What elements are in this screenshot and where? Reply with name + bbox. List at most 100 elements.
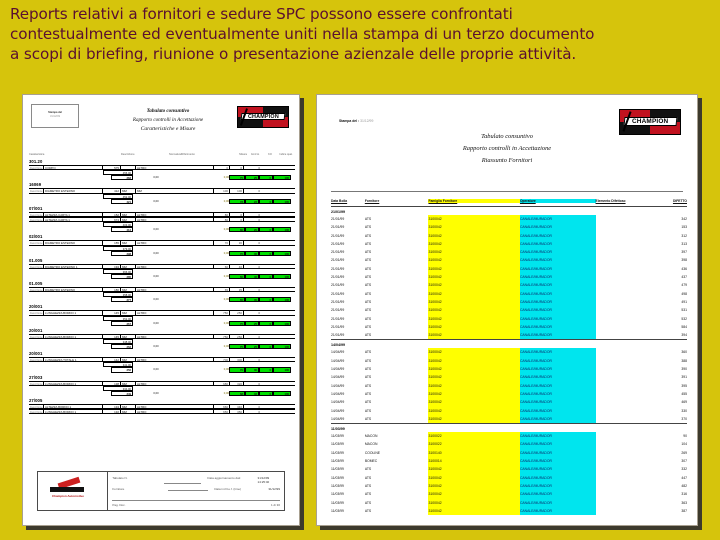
cell-famiglia-fornitore: 3100042 [428, 356, 520, 366]
cell-operatore: CANALE/MURADOR [519, 256, 596, 265]
right-table-row[interactable]: 21/01/99 ATS 3100042 CANALE/MURADOR 479 [331, 281, 687, 290]
right-table-row[interactable]: 21/01/99 ATS 3100042 CANALE/MURADOR 342 [331, 215, 687, 224]
cell-elemento-difettoso [596, 449, 660, 457]
right-table-row[interactable]: 21/01/99 ATS 3100042 CANALE/MURADOR 437 [331, 273, 687, 282]
total-mid-1: 0,00 [153, 274, 159, 278]
left-table-row[interactable]: Descrizione LUNGHEZZA BORDO 1 138 MM ALTRO 68… [29, 380, 295, 386]
row-measure-2: 0 [229, 166, 243, 170]
right-table-row[interactable]: 21/01/99 ATS 3100042 CANALE/MURADOR 532 [331, 314, 687, 323]
cell-famiglia-fornitore: 3100042 [428, 389, 520, 399]
row-measure-2: 100 [229, 189, 243, 193]
right-table-row[interactable]: 21/01/99 ATS 3100042 CANALE/MURADOR 397 [331, 248, 687, 257]
footer-page-row: Pag. Doc. 1 di 30 [112, 500, 280, 507]
right-table-row[interactable]: 14/04/99 ATS 3100042 CANALE/MURADOR 390 [331, 365, 687, 374]
right-table-row[interactable]: 14/04/99 ATS 3100042 CANALE/MURADOR 391 [331, 373, 687, 382]
left-table-row[interactable]: Descrizione LUNGHEZZA TOTALE 1 142 MM ALTRO 7… [29, 357, 295, 363]
row-value: 152 [103, 212, 121, 216]
left-table-row[interactable]: Descrizione DIAMETRO ESTERNO 155 MM ALTRO 70 3… [29, 240, 295, 246]
left-group-list: 301.20 Descrizione CORPO 575 ALTRO 0 0 0 456,00 3… [29, 157, 295, 415]
row-measure-3: 0 [243, 410, 261, 414]
total-mid-1: 0,00 [153, 368, 159, 372]
right-table-row[interactable]: 21/01/99 ATS 3100042 CANALE/MURADOR 584 [331, 322, 687, 332]
right-table-row[interactable]: 14/04/99 ATS 3100042 CANALE/MURADOR 395 [331, 381, 687, 390]
right-table-row[interactable]: 11/03/99 ATS 3100042 CANALE/MURADOR 316 [331, 490, 687, 499]
right-table-row[interactable]: 21/01/99 ATS 3100042 CANALE/MURADOR 531 [331, 306, 687, 315]
cell-data-bolla: 11/03/99 [331, 442, 344, 447]
left-table-row[interactable]: Descrizione LUNGHEZZA BORDO 1 132 MM ALTRO 65… [29, 409, 295, 415]
right-table-row[interactable]: 11/03/99 ATS 3100042 CANALE/MURADOR 387 [331, 506, 687, 516]
cell-difetto: 387 [681, 508, 687, 513]
right-table-row[interactable]: 14/04/99 ATS 3100042 CANALE/MURADOR 388 [331, 356, 687, 366]
cell-difetto: 437 [681, 275, 687, 280]
right-table-row[interactable]: 21/01/99 ATS 3100042 CANALE/MURADOR 491 [331, 297, 687, 307]
right-table-row[interactable]: 21/01/99 ATS 3100042 CANALE/MURADOR 398 [331, 256, 687, 265]
cell-data-bolla: 11/03/99 [331, 483, 344, 488]
right-table-row[interactable]: 11/03/99 ATS 3100042 CANALE/MURADOR 447 [331, 473, 687, 482]
right-table-row[interactable]: 11/03/99 ATS 3100042 CANALE/MURADOR 332 [331, 465, 687, 474]
total-mid-1: 0,00 [153, 228, 159, 232]
right-table-row[interactable]: 21/01/99 ATS 3100042 CANALE/MURADOR 498 [331, 289, 687, 298]
right-table-row[interactable]: 14/04/99 ATS 3100042 CANALE/MURADOR 330 [331, 406, 687, 415]
left-table-row[interactable]: Descrizione ALTEZZA CARTA 1 152 MM ALTRO 80 0 0 [29, 211, 295, 217]
cell-difetto: 455 [681, 391, 687, 396]
left-table-row[interactable]: Descrizione LUNGHEZZA BORDO 1 145 MM ALTRO 75… [29, 310, 295, 316]
left-total-row: 383 0,00 0,00 75 25 0 100 [29, 175, 295, 181]
total-green-3: 0 [259, 175, 273, 181]
right-table-row[interactable]: 11/03/99 ATS 3100042 CANALE/MURADOR 482 [331, 481, 687, 491]
row-measure-1: 680 [213, 381, 229, 385]
right-table-row[interactable]: 11/03/99 ATS 3100042 CANALE/MURADOR 363 [331, 498, 687, 507]
subtotal-value: 358,00 [103, 292, 133, 298]
cell-famiglia-fornitore: 3100042 [428, 314, 520, 323]
left-total-row: 377 0,00 0,00 65 35 0 100 [29, 297, 295, 303]
right-table-row[interactable]: 11/03/99 MACON 3100022 CANALE/MURADOR 104 [331, 440, 687, 449]
row-measure-2: 35 [229, 288, 243, 292]
row-label: Descrizione [30, 242, 43, 245]
left-table-row[interactable]: Descrizione DIAMETRO ESTERNO 412 MM MM 100 100… [29, 188, 295, 194]
right-table-row[interactable]: 11/03/99 COOLINE 3100140 CANALE/MURADOR 269 [331, 448, 687, 458]
right-table-row[interactable]: 21/01/99 ATS 3100042 CANALE/MURADOR 394 [331, 331, 687, 340]
right-document-page[interactable]: Stampa del : 31/12/99 Tabulato consuntiv… [316, 94, 698, 526]
footer-field-1-line [164, 476, 202, 484]
cell-famiglia-fornitore: 3100042 [428, 490, 520, 499]
left-subtotal-row: 456,00 [29, 170, 295, 176]
left-group-code: 01.005 [29, 257, 43, 263]
cell-elemento-difettoso [596, 440, 660, 448]
row-unit: MM [122, 410, 127, 414]
right-table-row[interactable]: 14/04/99 ATS 3100042 CANALE/MURADOR 370 [331, 414, 687, 424]
right-table-row[interactable]: 14/04/99 ATS 3100042 CANALE/MURADOR 360 [331, 348, 687, 357]
cell-famiglia-fornitore: 3100042 [428, 306, 520, 315]
cell-data-bolla: 21/01/99 [331, 233, 345, 238]
heading-line-2: contestualmente ed eventualmente uniti n… [10, 25, 595, 44]
cell-operatore: CANALE/MURADOR [519, 231, 596, 240]
left-table-row[interactable]: Descrizione DIAMETRO ESTERNO 180 MM ALTRO 65 3… [29, 287, 295, 293]
right-table-row[interactable]: 11/03/99 MACON 3100022 CANALE/MURADOR 90 [331, 432, 687, 441]
left-table-row[interactable]: Descrizione DIAMETRO ESTERNO 1 194 MM ALTRO 6… [29, 263, 295, 269]
row-measure-3: 0 [243, 189, 261, 193]
right-table-row[interactable]: 21/01/99 ATS 3100042 CANALE/MURADOR 313 [331, 239, 687, 249]
cell-data-bolla: 21/01/99 [331, 324, 345, 329]
cell-fornitore: ATS [364, 467, 372, 472]
right-table-row[interactable]: 14/04/99 ATS 3100042 CANALE/MURADOR 469 [331, 398, 687, 407]
total-green-4: 100 [273, 390, 291, 396]
right-table-row[interactable]: 21/01/99 ATS 3100042 CANALE/MURADOR 153 [331, 223, 687, 232]
documents-area: Stampa del 31/12/99 Tabulato consuntivo … [0, 88, 720, 540]
right-table-row[interactable]: 11/03/99 BOMEC 3100014 CANALE/MURADOR 307 [331, 457, 687, 466]
cell-operatore: CANALE/MURADOR [519, 322, 596, 332]
right-table-row[interactable]: 14/04/99 ATS 3100042 CANALE/MURADOR 455 [331, 389, 687, 399]
left-document-page[interactable]: Stampa del 31/12/99 Tabulato consuntivo … [22, 94, 300, 526]
total-green-4: 100 [273, 250, 291, 256]
left-table-row[interactable]: Descrizione CORPO 575 ALTRO 0 0 0 [29, 165, 295, 171]
right-col-famiglia-fornitore: Famiglia Fornitore [428, 199, 520, 203]
left-table-row[interactable]: Descrizione LUNGHEZZA BORDO 1 145 MM ALTRO 75… [29, 333, 295, 339]
right-table-row[interactable]: 21/01/99 ATS 3100042 CANALE/MURADOR 436 [331, 264, 687, 274]
right-col-fornitore: Fornitore [364, 199, 380, 203]
footer-logo: Champion Automotive [38, 472, 109, 510]
right-table-row[interactable]: 21/01/99 ATS 3100042 CANALE/MURADOR 312 [331, 231, 687, 240]
left-table-row[interactable]: Descrizione ALTEZZA CARTA 1 674 MM ALTRO 80 0 0 [29, 216, 295, 223]
row-label: Descrizione [30, 312, 43, 315]
left-table-row[interactable]: Descrizione ALTEZZA BORDO 1 134 MM ALTRO 660 3… [29, 403, 295, 410]
total-green-2: 22 [245, 198, 259, 204]
row-unit: MM [122, 334, 127, 338]
total-green-3: 0 [259, 198, 273, 204]
cell-famiglia-fornitore: 3100042 [428, 231, 520, 240]
